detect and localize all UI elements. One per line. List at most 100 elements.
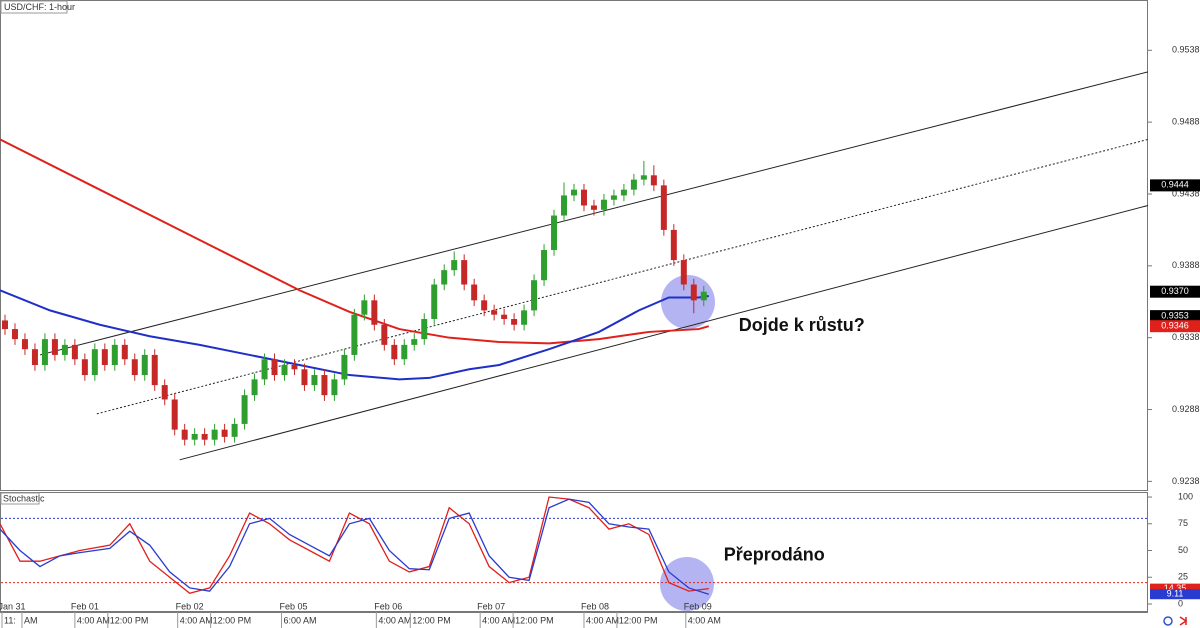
title-box — [0, 0, 68, 14]
candle-body — [361, 300, 368, 315]
time-tick-label: 12:00 PM — [412, 615, 451, 625]
icon[interactable] — [1163, 616, 1173, 626]
candle-body — [261, 359, 268, 380]
candle-body — [241, 395, 248, 424]
candle-body — [291, 364, 298, 370]
candle-body — [441, 270, 448, 285]
candle-body — [531, 280, 538, 311]
candle-body — [11, 329, 18, 340]
y-tick-label: 0 — [1178, 598, 1183, 608]
candle-body — [171, 399, 178, 430]
candle-body — [201, 433, 208, 440]
price-label-box — [1150, 320, 1200, 333]
candle-body — [451, 260, 458, 271]
candle-body — [121, 344, 128, 360]
price-label-box — [1150, 285, 1200, 298]
candle-body — [590, 205, 597, 210]
icon[interactable] — [1179, 616, 1188, 626]
date-tick-label: Feb 08 — [581, 601, 609, 611]
time-tick-label: 11: — [4, 615, 16, 625]
candle-body — [640, 175, 647, 180]
y-tick-label: 0.9288 — [1172, 404, 1200, 414]
candle-body — [431, 284, 438, 320]
candle-body — [690, 284, 697, 301]
y-tick-label: 0.9338 — [1172, 332, 1200, 342]
candle-body — [391, 344, 398, 360]
price-label: 0.9353 — [1161, 311, 1189, 321]
date-tick-label: Feb 05 — [279, 601, 307, 611]
y-tick-label: 0.9238 — [1172, 476, 1200, 486]
candle-body — [660, 185, 667, 230]
candle-body — [131, 359, 138, 376]
main-panel-border — [0, 0, 1148, 491]
candle-body — [111, 344, 118, 365]
candle-body — [371, 300, 378, 325]
candle-body — [81, 359, 88, 376]
candle-body — [181, 429, 188, 440]
candle-body — [281, 364, 288, 376]
time-tick-label: 12:00 PM — [110, 615, 149, 625]
candle-body — [311, 375, 318, 386]
chart-title: USD/CHF: 1-hour — [4, 2, 75, 12]
candle-body — [191, 433, 198, 440]
date-tick-label: Feb 01 — [71, 601, 99, 611]
price-label: 0.9370 — [1161, 286, 1189, 296]
candle-body — [461, 260, 468, 285]
candle-body — [231, 423, 238, 437]
candle-body — [700, 291, 707, 301]
candle-body — [381, 324, 388, 345]
candle-body — [571, 189, 577, 196]
time-tick-label: 4:00 AM — [482, 615, 515, 625]
date-tick-label: Jan 31 — [0, 601, 25, 611]
candle-body — [600, 199, 607, 210]
candle-body — [321, 375, 328, 396]
toolbar-icons[interactable] — [1163, 616, 1188, 626]
candle-body — [21, 339, 28, 350]
time-tick-label: AM — [24, 615, 38, 625]
y-tick-label: 50 — [1178, 545, 1188, 555]
candle-body — [511, 319, 518, 325]
candle-body — [401, 344, 408, 360]
y-tick-label: 0.9438 — [1172, 188, 1200, 198]
candle-body — [351, 314, 358, 355]
stoch-title: Stochastic — [3, 493, 45, 503]
candle-body — [141, 354, 148, 376]
candle-body — [41, 339, 48, 365]
price-label: 0.9444 — [1161, 180, 1189, 190]
candle-body — [61, 344, 68, 355]
time-tick-label: 4:00 AM — [77, 615, 110, 625]
candle-body — [161, 385, 168, 400]
candle-body — [251, 379, 258, 396]
candle-body — [211, 429, 218, 440]
time-tick-label: 4:00 AM — [378, 615, 411, 625]
annotation: Přeprodáno — [724, 545, 825, 565]
candle-body — [151, 354, 158, 386]
candle-body — [101, 349, 108, 365]
highlight-circle — [660, 557, 714, 611]
candle-body — [331, 379, 338, 396]
stoch-label-box — [1150, 583, 1200, 594]
candle-body — [271, 359, 278, 376]
candle-body — [561, 195, 568, 216]
price-label-box — [1150, 310, 1200, 323]
candle-body — [541, 250, 548, 281]
annotation: Dojde k růstu? — [739, 315, 865, 335]
date-tick-label: Feb 02 — [176, 601, 204, 611]
y-tick-label: 0.9388 — [1172, 260, 1200, 270]
price-label-box — [1150, 179, 1200, 192]
candle-body — [1, 320, 8, 330]
candle-body — [620, 189, 627, 196]
time-tick-label: 4:00 AM — [586, 615, 619, 625]
candle-body — [610, 195, 617, 200]
candle-body — [491, 310, 498, 315]
time-tick-label: 6:00 AM — [284, 615, 317, 625]
time-tick-label: 4:00 AM — [180, 615, 213, 625]
time-tick-label: 12:00 PM — [213, 615, 252, 625]
candle-body — [411, 339, 418, 345]
plot: 0.9538 0.9488 0.9438 0.9388 0.9338 0.9288 0.92… — [0, 45, 1200, 628]
candle-body — [501, 314, 508, 320]
y-tick-label: 0.9538 — [1172, 45, 1200, 55]
time-tick-label: 4:00 AM — [688, 615, 721, 625]
candle-body — [551, 215, 558, 251]
